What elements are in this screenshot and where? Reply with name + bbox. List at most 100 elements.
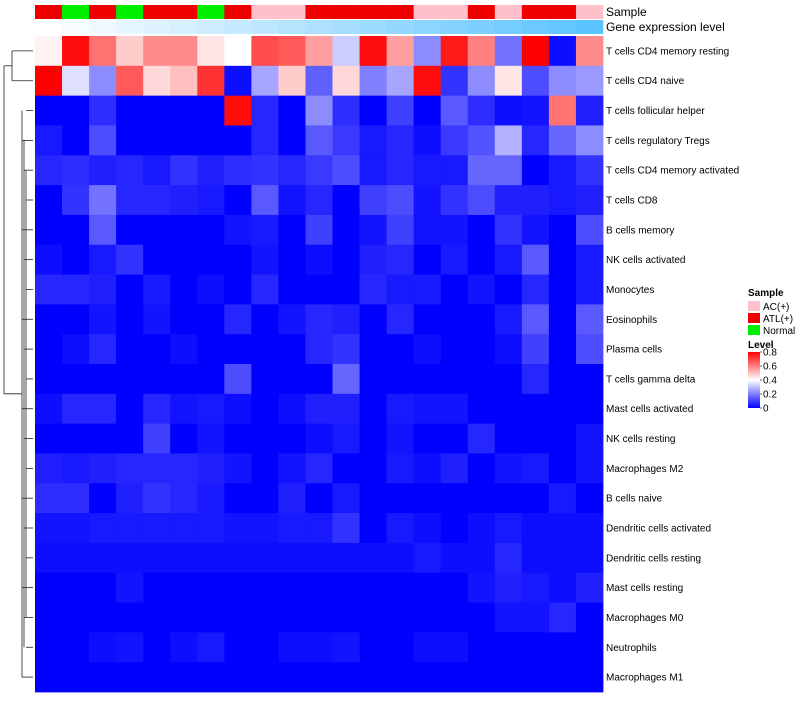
heatmap-cell (305, 304, 333, 335)
heatmap-cell (521, 65, 550, 97)
heatmap-cell (170, 36, 198, 67)
heatmap-cell (494, 214, 523, 246)
heatmap-cell (251, 364, 279, 395)
sample-annotation-cell (251, 5, 279, 19)
heatmap-cell (413, 185, 442, 216)
heatmap-cell (305, 65, 333, 97)
heatmap-cell (575, 453, 604, 484)
heatmap-cell (548, 513, 577, 544)
heatmap-cell (35, 423, 63, 454)
heatmap-cell (116, 513, 144, 544)
heatmap-cell (548, 244, 577, 275)
heatmap-cell (89, 423, 117, 454)
heatmap-cell (35, 65, 63, 97)
heatmap-cell (143, 65, 171, 97)
heatmap-cell (467, 304, 496, 335)
heatmap-cell (35, 572, 63, 603)
heatmap-cell (440, 364, 469, 395)
heatmap-cell (305, 364, 333, 395)
heatmap-cell (548, 542, 577, 574)
heatmap-cell (89, 364, 117, 395)
heatmap-cell (359, 513, 388, 544)
heatmap-cell (494, 572, 523, 603)
heatmap-cell (386, 155, 415, 186)
heatmap-cell (35, 334, 63, 365)
heatmap-cell (386, 244, 415, 275)
heatmap-cell (305, 244, 333, 275)
gene-expression-annotation-cell (224, 20, 252, 34)
heatmap-cell (413, 572, 442, 603)
heatmap-cell (251, 453, 279, 484)
heatmap-cell (35, 513, 63, 544)
heatmap-cell (143, 304, 171, 335)
heatmap-cell (548, 453, 577, 484)
heatmap-cell (143, 125, 171, 156)
heatmap-cell (197, 542, 225, 574)
heatmap-cell (35, 244, 63, 275)
gene-expression-annotation-cell (89, 20, 117, 34)
heatmap-cell (548, 36, 577, 67)
sample-annotation-cell (359, 5, 387, 19)
heatmap-cell (251, 662, 279, 693)
heatmap-cell (332, 244, 360, 275)
heatmap-cell (332, 36, 360, 67)
sample-legend-items: AC(+)ATL(+)Normal (748, 301, 795, 337)
heatmap-cell (332, 274, 360, 305)
heatmap-cell (359, 334, 388, 365)
heatmap-cell (170, 274, 198, 305)
heatmap-cell (575, 304, 604, 335)
heatmap-cell (467, 334, 496, 365)
heatmap-cell (305, 572, 333, 603)
heatmap-cell (224, 572, 252, 603)
heatmap-cell (440, 423, 469, 454)
row-label: NK cells activated (606, 255, 685, 266)
heatmap-cell (116, 334, 144, 365)
sample-legend-label: Normal (763, 326, 795, 337)
heatmap-cell (494, 334, 523, 365)
heatmap-cell (197, 65, 225, 97)
row-label: Macrophages M2 (606, 464, 684, 475)
gene-expression-annotation-cell (359, 20, 387, 34)
heatmap-cell (278, 65, 306, 97)
heatmap-cell (143, 542, 171, 574)
heatmap-cell (143, 244, 171, 275)
level-tick-label: 0.4 (763, 376, 777, 387)
heatmap-cell (440, 453, 469, 484)
heatmap-cell (467, 185, 496, 216)
heatmap-cell (413, 36, 442, 67)
heatmap-cell (170, 632, 198, 663)
row-label: T cells follicular helper (606, 106, 705, 117)
heatmap-cell (386, 95, 415, 126)
heatmap-cell (116, 36, 144, 67)
heatmap-cell (386, 304, 415, 335)
heatmap-cell (197, 95, 225, 126)
heatmap-cell (116, 632, 144, 663)
heatmap-cell (62, 36, 90, 67)
heatmap-cell (251, 155, 279, 186)
heatmap-cell (386, 513, 415, 544)
heatmap-cell (278, 393, 306, 425)
heatmap-cell (521, 244, 550, 275)
sample-annotation-cell (143, 5, 171, 19)
heatmap-cell (386, 393, 415, 425)
heatmap-cell (413, 244, 442, 275)
heatmap-cell (278, 632, 306, 663)
heatmap-cell (251, 36, 279, 67)
row-label: T cells CD4 memory resting (606, 46, 729, 57)
gene-expression-annotation-cell (413, 20, 442, 34)
heatmap-cell (575, 662, 604, 693)
row-label: Neutrophils (606, 643, 657, 654)
row-label: NK cells resting (606, 434, 675, 445)
heatmap-cell (332, 572, 360, 603)
heatmap-cell (305, 36, 333, 67)
heatmap-cell (440, 185, 469, 216)
sample-annotation-label: Sample (606, 5, 647, 19)
heatmap-cell (116, 542, 144, 574)
heatmap-cell (35, 185, 63, 216)
heatmap-cell (548, 185, 577, 216)
heatmap-cell (467, 95, 496, 126)
heatmap-cell (278, 572, 306, 603)
row-label: B cells naive (606, 494, 663, 505)
heatmap-cell (413, 632, 442, 663)
heatmap-cell (494, 304, 523, 335)
